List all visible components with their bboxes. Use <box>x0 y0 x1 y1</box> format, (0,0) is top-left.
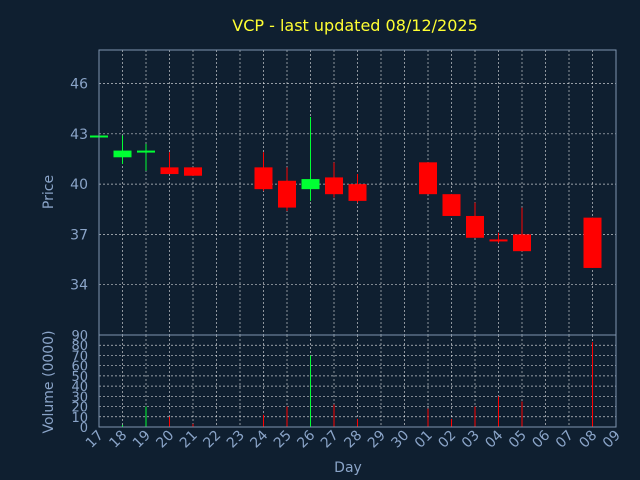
x-tick-label: 27 <box>318 428 342 452</box>
volume-axis-label: Volume (0000) <box>41 330 57 433</box>
candle-body <box>301 179 320 190</box>
x-tick-label: 04 <box>482 427 506 451</box>
candle-body <box>583 217 602 268</box>
volume-tick-label: 90 <box>71 329 88 344</box>
volume-tick-label: 0 <box>80 421 88 436</box>
x-tick-label: 05 <box>506 428 530 452</box>
volume-tick-label: 30 <box>71 390 88 405</box>
x-tick-label: 28 <box>341 428 365 452</box>
grid-layer <box>99 50 616 427</box>
candle-body <box>184 167 202 176</box>
x-tick-label: 20 <box>153 428 177 452</box>
candle-body <box>325 177 343 195</box>
chart-title: VCP - last updated 08/12/2025 <box>232 16 478 35</box>
x-tick-label: 18 <box>106 428 130 452</box>
candle-body <box>278 180 296 208</box>
x-tick-label: 22 <box>200 428 224 452</box>
volume-tick-label: 20 <box>71 401 88 416</box>
x-tick-label: 02 <box>435 428 459 452</box>
price-tick-label: 37 <box>70 227 88 243</box>
x-tick-label: 07 <box>553 428 577 452</box>
candle-body <box>513 234 531 252</box>
candle-body <box>419 162 437 195</box>
volume-tick-label: 80 <box>71 339 88 354</box>
x-tick-label: 03 <box>459 428 483 452</box>
volume-tick-label: 10 <box>71 411 88 426</box>
x-tick-label: 25 <box>271 428 295 452</box>
x-tick-label: 09 <box>600 428 624 452</box>
candle-body <box>348 184 367 201</box>
candle-body <box>489 239 508 242</box>
x-tick-label: 30 <box>388 428 412 452</box>
price-tick-label: 43 <box>70 127 88 143</box>
volume-tick-label: 40 <box>71 380 88 395</box>
x-tick-label: 06 <box>529 427 553 451</box>
x-tick-label: 19 <box>130 428 154 452</box>
marks-layer <box>90 117 602 427</box>
x-tick-label: 08 <box>576 428 600 452</box>
candle-body <box>254 167 273 190</box>
candle-body <box>113 150 132 158</box>
candle-body <box>466 215 484 238</box>
price-tick-label: 46 <box>70 77 88 93</box>
price-tick-label: 40 <box>70 177 88 193</box>
x-tick-label: 24 <box>247 427 271 451</box>
price-axis-label: Price <box>41 175 57 209</box>
x-axis-label: Day <box>334 460 362 476</box>
volume-tick-label: 70 <box>71 349 88 364</box>
axes-layer: 17 18 19 20 21 22 23 24 25 26 27 28 29 30 01 02 03 04 05 06… <box>70 77 624 452</box>
x-tick-label: 26 <box>294 427 318 451</box>
x-tick-label: 01 <box>412 428 436 452</box>
price-tick-label: 34 <box>70 278 88 294</box>
volume-panel-frame <box>98 334 617 428</box>
x-tick-label: 23 <box>224 428 248 452</box>
candle-body <box>442 194 461 216</box>
candle-body <box>160 167 179 175</box>
volume-tick-label: 60 <box>71 360 88 375</box>
x-tick-label: 29 <box>365 428 389 452</box>
volume-tick-label: 50 <box>71 370 88 385</box>
x-tick-label: 21 <box>177 428 201 452</box>
candle-body <box>137 150 155 153</box>
